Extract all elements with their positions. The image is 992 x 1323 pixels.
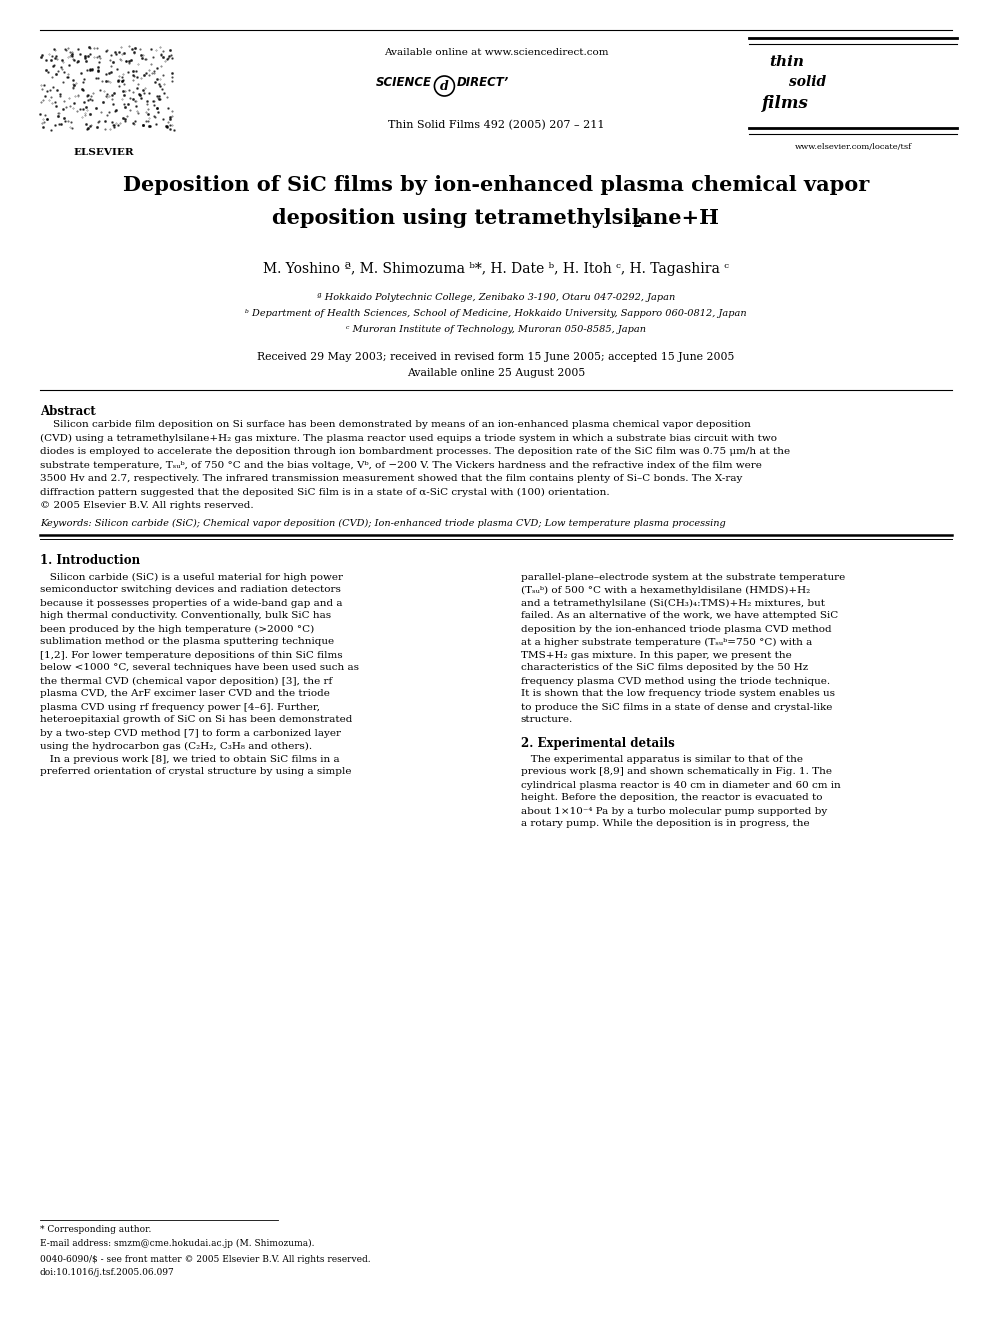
Text: failed. As an alternative of the work, we have attempted SiC: failed. As an alternative of the work, w… xyxy=(521,611,838,620)
Text: structure.: structure. xyxy=(521,716,573,725)
Text: below <1000 °C, several techniques have been used such as: below <1000 °C, several techniques have … xyxy=(40,664,359,672)
Text: doi:10.1016/j.tsf.2005.06.097: doi:10.1016/j.tsf.2005.06.097 xyxy=(40,1267,175,1277)
Text: previous work [8,9] and shown schematically in Fig. 1. The: previous work [8,9] and shown schematica… xyxy=(521,767,832,777)
Text: 3500 Hv and 2.7, respectively. The infrared transmission measurement showed that: 3500 Hv and 2.7, respectively. The infra… xyxy=(40,474,742,483)
Text: by a two-step CVD method [7] to form a carbonized layer: by a two-step CVD method [7] to form a c… xyxy=(40,729,340,737)
Text: © 2005 Elsevier B.V. All rights reserved.: © 2005 Elsevier B.V. All rights reserved… xyxy=(40,501,253,509)
Text: semiconductor switching devices and radiation detectors: semiconductor switching devices and radi… xyxy=(40,586,340,594)
Text: sublimation method or the plasma sputtering technique: sublimation method or the plasma sputter… xyxy=(40,638,333,647)
Text: the thermal CVD (chemical vapor deposition) [3], the rf: the thermal CVD (chemical vapor depositi… xyxy=(40,676,332,685)
Text: about 1×10⁻⁴ Pa by a turbo molecular pump supported by: about 1×10⁻⁴ Pa by a turbo molecular pum… xyxy=(521,807,827,815)
Text: high thermal conductivity. Conventionally, bulk SiC has: high thermal conductivity. Conventionall… xyxy=(40,611,330,620)
Text: cylindrical plasma reactor is 40 cm in diameter and 60 cm in: cylindrical plasma reactor is 40 cm in d… xyxy=(521,781,840,790)
Text: SCIENCE: SCIENCE xyxy=(376,75,432,89)
Text: characteristics of the SiC films deposited by the 50 Hz: characteristics of the SiC films deposit… xyxy=(521,664,808,672)
Text: Silicon carbide (SiC) is a useful material for high power: Silicon carbide (SiC) is a useful materi… xyxy=(40,573,342,582)
Text: Deposition of SiC films by ion-enhanced plasma chemical vapor: Deposition of SiC films by ion-enhanced … xyxy=(123,175,869,194)
Text: Available online at www.sciencedirect.com: Available online at www.sciencedirect.co… xyxy=(384,48,608,57)
Text: 2. Experimental details: 2. Experimental details xyxy=(521,737,675,750)
Text: plasma CVD using rf frequency power [4–6]. Further,: plasma CVD using rf frequency power [4–6… xyxy=(40,703,319,712)
Text: In a previous work [8], we tried to obtain SiC films in a: In a previous work [8], we tried to obta… xyxy=(40,754,339,763)
Text: It is shown that the low frequency triode system enables us: It is shown that the low frequency triod… xyxy=(521,689,835,699)
Text: 1. Introduction: 1. Introduction xyxy=(40,554,140,568)
Text: using the hydrocarbon gas (C₂H₂, C₃H₈ and others).: using the hydrocarbon gas (C₂H₂, C₃H₈ an… xyxy=(40,741,311,750)
Text: plasma CVD, the ArF excimer laser CVD and the triode: plasma CVD, the ArF excimer laser CVD an… xyxy=(40,689,329,699)
Text: * Corresponding author.: * Corresponding author. xyxy=(40,1225,151,1234)
Text: d: d xyxy=(440,79,448,93)
Text: 2: 2 xyxy=(632,216,642,230)
Text: heteroepitaxial growth of SiC on Si has been demonstrated: heteroepitaxial growth of SiC on Si has … xyxy=(40,716,352,725)
Text: substrate temperature, Tₛᵤᵇ, of 750 °C and the bias voltage, Vᵇ, of −200 V. The : substrate temperature, Tₛᵤᵇ, of 750 °C a… xyxy=(40,460,762,470)
Text: at a higher substrate temperature (Tₛᵤᵇ=750 °C) with a: at a higher substrate temperature (Tₛᵤᵇ=… xyxy=(521,638,812,647)
Text: and a tetramethylsilane (Si(CH₃)₄:TMS)+H₂ mixtures, but: and a tetramethylsilane (Si(CH₃)₄:TMS)+H… xyxy=(521,598,824,607)
Text: DIRECT’: DIRECT’ xyxy=(456,75,509,89)
Text: Received 29 May 2003; received in revised form 15 June 2005; accepted 15 June 20: Received 29 May 2003; received in revise… xyxy=(257,352,735,363)
Text: (Tₛᵤᵇ) of 500 °C with a hexamethyldisilane (HMDS)+H₂: (Tₛᵤᵇ) of 500 °C with a hexamethyldisila… xyxy=(521,586,810,594)
Text: been produced by the high temperature (>2000 °C): been produced by the high temperature (>… xyxy=(40,624,313,634)
Text: ELSEVIER: ELSEVIER xyxy=(73,148,135,157)
Text: www.elsevier.com/locate/tsf: www.elsevier.com/locate/tsf xyxy=(795,143,912,151)
Text: height. Before the deposition, the reactor is evacuated to: height. Before the deposition, the react… xyxy=(521,794,822,803)
Text: diffraction pattern suggested that the deposited SiC film is in a state of α-SiC: diffraction pattern suggested that the d… xyxy=(40,487,609,496)
Text: to produce the SiC films in a state of dense and crystal-like: to produce the SiC films in a state of d… xyxy=(521,703,832,712)
Text: 0040-6090/$ - see front matter © 2005 Elsevier B.V. All rights reserved.: 0040-6090/$ - see front matter © 2005 El… xyxy=(40,1256,370,1263)
Text: because it possesses properties of a wide-band gap and a: because it possesses properties of a wid… xyxy=(40,598,342,607)
Text: thin: thin xyxy=(769,56,804,69)
Text: ᵇ Department of Health Sciences, School of Medicine, Hokkaido University, Sappor: ᵇ Department of Health Sciences, School … xyxy=(245,310,747,318)
Text: Silicon carbide film deposition on Si surface has been demonstrated by means of : Silicon carbide film deposition on Si su… xyxy=(40,419,751,429)
Text: TMS+H₂ gas mixture. In this paper, we present the: TMS+H₂ gas mixture. In this paper, we pr… xyxy=(521,651,792,659)
Text: deposition using tetramethylsilane+H: deposition using tetramethylsilane+H xyxy=(273,208,719,228)
Text: preferred orientation of crystal structure by using a simple: preferred orientation of crystal structu… xyxy=(40,767,351,777)
Text: Thin Solid Films 492 (2005) 207 – 211: Thin Solid Films 492 (2005) 207 – 211 xyxy=(388,120,604,130)
Text: Abstract: Abstract xyxy=(40,405,95,418)
Text: Available online 25 August 2005: Available online 25 August 2005 xyxy=(407,368,585,378)
Text: [1,2]. For lower temperature depositions of thin SiC films: [1,2]. For lower temperature depositions… xyxy=(40,651,342,659)
Text: frequency plasma CVD method using the triode technique.: frequency plasma CVD method using the tr… xyxy=(521,676,830,685)
Text: deposition by the ion-enhanced triode plasma CVD method: deposition by the ion-enhanced triode pl… xyxy=(521,624,831,634)
Text: Keywords: Silicon carbide (SiC); Chemical vapor deposition (CVD); Ion-enhanced t: Keywords: Silicon carbide (SiC); Chemica… xyxy=(40,519,725,528)
Text: ª Hokkaido Polytechnic College, Zenibako 3-190, Otaru 047-0292, Japan: ª Hokkaido Polytechnic College, Zenibako… xyxy=(316,292,676,302)
Text: ᶜ Muroran Institute of Technology, Muroran 050-8585, Japan: ᶜ Muroran Institute of Technology, Muror… xyxy=(346,325,646,333)
Text: films: films xyxy=(762,95,808,112)
Text: solid: solid xyxy=(789,75,826,89)
Text: parallel-plane–electrode system at the substrate temperature: parallel-plane–electrode system at the s… xyxy=(521,573,845,582)
Text: The experimental apparatus is similar to that of the: The experimental apparatus is similar to… xyxy=(521,754,803,763)
Text: E-mail address: smzm@cme.hokudai.ac.jp (M. Shimozuma).: E-mail address: smzm@cme.hokudai.ac.jp (… xyxy=(40,1240,314,1248)
Text: diodes is employed to accelerate the deposition through ion bombardment processe: diodes is employed to accelerate the dep… xyxy=(40,447,790,456)
Text: (CVD) using a tetramethylsilane+H₂ gas mixture. The plasma reactor used equips a: (CVD) using a tetramethylsilane+H₂ gas m… xyxy=(40,434,777,443)
Text: M. Yoshino ª, M. Shimozuma ᵇ*, H. Date ᵇ, H. Itoh ᶜ, H. Tagashira ᶜ: M. Yoshino ª, M. Shimozuma ᵇ*, H. Date ᵇ… xyxy=(263,262,729,277)
Text: a rotary pump. While the deposition is in progress, the: a rotary pump. While the deposition is i… xyxy=(521,819,809,828)
